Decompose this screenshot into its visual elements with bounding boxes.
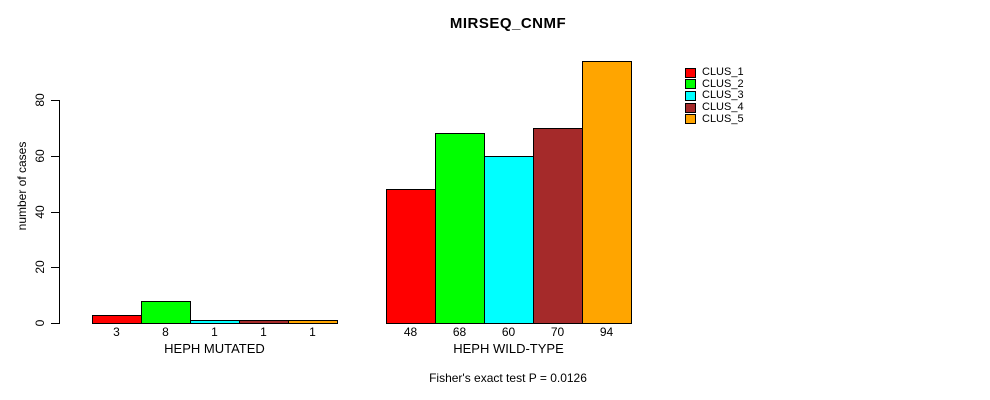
legend-item-clus_5: CLUS_5 bbox=[685, 113, 744, 125]
bar-clus_2-group0 bbox=[141, 301, 191, 324]
legend-label: CLUS_4 bbox=[702, 101, 744, 114]
bar-clus_4-group0 bbox=[239, 320, 289, 324]
legend-item-clus_2: CLUS_2 bbox=[685, 77, 744, 91]
legend-item-clus_1: CLUS_1 bbox=[685, 67, 744, 79]
bar-value-label: 94 bbox=[599, 325, 614, 339]
legend-label: CLUS_5 bbox=[702, 112, 744, 125]
bar-clus_5-group0 bbox=[288, 320, 338, 324]
bar-value-label: 68 bbox=[452, 325, 467, 339]
legend-swatch bbox=[685, 67, 696, 78]
y-axis-tick-label: 60 bbox=[33, 149, 47, 163]
bar-clus_2-group1 bbox=[435, 133, 485, 324]
y-axis-tick-label: 80 bbox=[33, 93, 47, 107]
y-axis-tick-label: 0 bbox=[33, 319, 47, 327]
y-axis-line bbox=[59, 100, 60, 324]
legend-swatch bbox=[685, 79, 696, 90]
bar-clus_3-group0 bbox=[190, 320, 240, 324]
legend-label: CLUS_1 bbox=[702, 66, 744, 79]
bar-value-label: 3 bbox=[113, 325, 120, 339]
bar-value-label: 1 bbox=[309, 325, 316, 339]
y-axis-tick-label: 40 bbox=[33, 205, 47, 219]
bar-clus_4-group1 bbox=[533, 128, 583, 324]
fisher-test-annotation: Fisher's exact test P = 0.0126 bbox=[429, 371, 587, 385]
y-axis-tick bbox=[51, 156, 59, 157]
legend-item-clus_4: CLUS_4 bbox=[685, 102, 744, 114]
bar-value-label: 70 bbox=[550, 325, 565, 339]
bar-value-label: 60 bbox=[501, 325, 516, 339]
bar-value-label: 48 bbox=[403, 325, 418, 339]
bar-clus_5-group1 bbox=[582, 61, 632, 324]
y-axis-tick bbox=[51, 100, 59, 101]
bar-value-label: 1 bbox=[260, 325, 267, 339]
y-axis-tick bbox=[51, 267, 59, 268]
y-axis-title: number of cases bbox=[15, 141, 29, 231]
y-axis-tick bbox=[51, 323, 59, 324]
legend-label: CLUS_3 bbox=[702, 89, 744, 102]
chart-title: MIRSEQ_CNMF bbox=[449, 15, 567, 32]
y-axis-tick bbox=[51, 212, 59, 213]
bar-value-label: 8 bbox=[162, 325, 169, 339]
bar-clus_3-group1 bbox=[484, 156, 534, 324]
legend-swatch bbox=[685, 90, 696, 101]
legend: CLUS_1 CLUS_2 CLUS_3 CLUS_4 CLUS_5 bbox=[685, 67, 744, 125]
bar-clus_1-group1 bbox=[386, 189, 436, 324]
group-label-heph-mutated: HEPH MUTATED bbox=[164, 341, 265, 356]
y-axis-tick-label: 20 bbox=[33, 260, 47, 274]
legend-swatch bbox=[685, 102, 696, 113]
group-label-heph-wild-type: HEPH WILD-TYPE bbox=[453, 341, 564, 356]
bar-clus_1-group0 bbox=[92, 315, 142, 324]
legend-label: CLUS_2 bbox=[702, 77, 744, 90]
legend-item-clus_3: CLUS_3 bbox=[685, 90, 744, 102]
legend-swatch bbox=[685, 114, 696, 125]
bar-value-label: 1 bbox=[211, 325, 218, 339]
